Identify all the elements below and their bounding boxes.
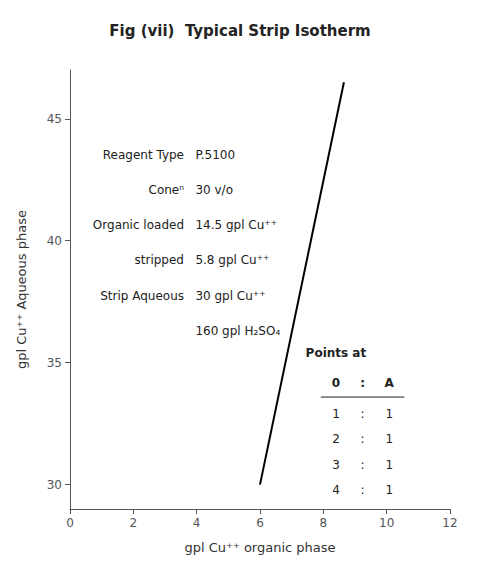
svg-text:0: 0 [66,516,74,530]
svg-text:4: 4 [332,483,340,497]
svg-text::: : [361,458,365,472]
svg-text:14.5 gpl Cu⁺⁺: 14.5 gpl Cu⁺⁺ [195,218,277,232]
svg-text:Points at: Points at [306,346,367,360]
svg-text:Fig (vii) Typical Strip Isoth: Fig (vii) Typical Strip Isotherm [109,22,370,40]
svg-text:Coneⁿ: Coneⁿ [149,183,185,197]
svg-text:Reagent Type: Reagent Type [103,148,184,162]
svg-text:6: 6 [256,516,264,530]
svg-text:2: 2 [332,432,340,446]
svg-text:4: 4 [193,516,201,530]
svg-text:8: 8 [320,516,328,530]
svg-text::: : [360,376,365,390]
svg-text:12: 12 [442,516,457,530]
svg-text:10: 10 [379,516,394,530]
svg-text:30: 30 [47,478,62,492]
svg-text:1: 1 [385,432,393,446]
svg-text:1: 1 [385,458,393,472]
svg-text:1: 1 [385,483,393,497]
svg-text::: : [361,407,365,421]
svg-text:gpl Cu⁺⁺ organic phase: gpl Cu⁺⁺ organic phase [184,540,335,555]
svg-text:Strip Aqueous: Strip Aqueous [100,289,184,303]
svg-text:gpl Cu⁺⁺ Aqueous phase: gpl Cu⁺⁺ Aqueous phase [14,210,29,369]
svg-text::: : [361,432,365,446]
svg-text:45: 45 [47,112,62,126]
svg-text:3: 3 [332,458,340,472]
svg-text:A: A [385,376,395,390]
svg-text:40: 40 [47,234,62,248]
svg-text:160 gpl H₂SO₄: 160 gpl H₂SO₄ [195,324,280,338]
svg-text:5.8 gpl Cu⁺⁺: 5.8 gpl Cu⁺⁺ [195,253,269,267]
svg-text:Organic loaded: Organic loaded [93,218,184,232]
svg-text:stripped: stripped [135,253,184,267]
svg-text:P.5100: P.5100 [195,148,235,162]
svg-text:1: 1 [332,407,340,421]
svg-text:30 v/o: 30 v/o [195,183,233,197]
svg-text:35: 35 [47,356,62,370]
svg-text:0: 0 [332,376,340,390]
svg-text:2: 2 [130,516,138,530]
svg-text::: : [361,483,365,497]
svg-text:1: 1 [385,407,393,421]
svg-text:30 gpl Cu⁺⁺: 30 gpl Cu⁺⁺ [195,289,265,303]
